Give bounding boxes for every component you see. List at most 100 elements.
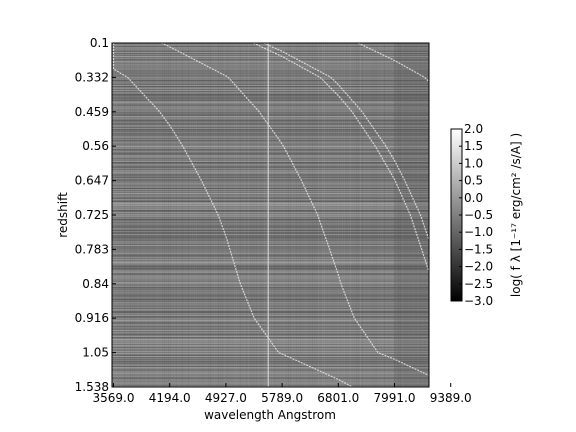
spectrum-row bbox=[112, 170, 429, 171]
noise-column bbox=[280, 43, 281, 387]
spectrum-row bbox=[112, 146, 429, 147]
noise-column bbox=[300, 43, 301, 387]
spectrum-row bbox=[112, 105, 429, 106]
noise-column bbox=[362, 43, 363, 387]
spectrum-row bbox=[112, 134, 429, 135]
spectrum-row bbox=[112, 221, 429, 222]
spectrum-row bbox=[112, 241, 429, 242]
noise-column bbox=[354, 43, 355, 387]
spectrum-row bbox=[112, 188, 429, 189]
noise-column bbox=[214, 43, 215, 387]
spectrum-row bbox=[112, 374, 429, 375]
spectrum-row bbox=[112, 107, 429, 108]
spectrum-row bbox=[112, 218, 429, 219]
noise-column bbox=[426, 43, 427, 387]
spectrum-row bbox=[112, 336, 429, 337]
spectrum-row bbox=[112, 232, 429, 233]
x-tick-label: 5789.0 bbox=[261, 391, 303, 405]
spectrum-row bbox=[112, 250, 429, 251]
spectrum-row bbox=[112, 316, 429, 317]
noise-column bbox=[266, 43, 267, 387]
spectrum-row bbox=[112, 280, 429, 281]
spectrum-row bbox=[112, 253, 429, 254]
spectrum-row bbox=[112, 122, 429, 123]
spectrum-row bbox=[112, 375, 429, 376]
spectrum-row bbox=[112, 200, 429, 201]
spectrum-row bbox=[112, 132, 429, 133]
spectrum-row bbox=[112, 137, 429, 138]
spectrum-row bbox=[112, 358, 429, 359]
noise-column bbox=[398, 43, 399, 387]
spectrum-row bbox=[112, 177, 429, 178]
noise-column bbox=[152, 43, 153, 387]
noise-column bbox=[234, 43, 235, 387]
spectrum-row bbox=[112, 178, 429, 179]
spectrum-row bbox=[112, 181, 429, 182]
noise-column bbox=[412, 43, 413, 387]
spectrum-row bbox=[112, 78, 429, 79]
noise-column bbox=[360, 43, 361, 387]
spectrum-row bbox=[112, 245, 429, 246]
spectrum-row bbox=[112, 231, 429, 232]
spectrum-row bbox=[112, 193, 429, 194]
noise-column bbox=[138, 43, 139, 387]
spectrum-row bbox=[112, 68, 429, 69]
spectrum-row bbox=[112, 145, 429, 146]
spectrum-row bbox=[112, 350, 429, 351]
colorbar-tick-label: −1.0 bbox=[464, 225, 493, 239]
spectrum-row bbox=[112, 217, 429, 218]
noise-column bbox=[346, 43, 347, 387]
spectrum-row bbox=[112, 314, 429, 315]
spectrum-row bbox=[112, 196, 429, 197]
spectrum-row bbox=[112, 277, 429, 278]
spectrum-row bbox=[112, 344, 429, 345]
spectrum-row bbox=[112, 116, 429, 117]
spectrum-row bbox=[112, 363, 429, 364]
spectrum-row bbox=[112, 220, 429, 221]
noise-column bbox=[134, 43, 135, 387]
spectrum-row bbox=[112, 147, 429, 148]
spectrum-row bbox=[112, 288, 429, 289]
spectrum-row bbox=[112, 121, 429, 122]
spectrum-row bbox=[112, 367, 429, 368]
spectrum-row bbox=[112, 269, 429, 270]
spectrum-row bbox=[112, 96, 429, 97]
noise-column bbox=[132, 43, 133, 387]
spectrum-row bbox=[112, 187, 429, 188]
spectrum-row bbox=[112, 368, 429, 369]
noise-column bbox=[184, 43, 185, 387]
spectrum-row bbox=[112, 278, 429, 279]
noise-column bbox=[344, 43, 345, 387]
noise-column bbox=[294, 43, 295, 387]
x-tick-label: 6801.0 bbox=[317, 391, 359, 405]
spectrum-row bbox=[112, 237, 429, 238]
spectrum-row bbox=[112, 103, 429, 104]
noise-column bbox=[212, 43, 213, 387]
noise-column bbox=[270, 43, 271, 387]
y-tick-label: 0.1 bbox=[90, 36, 109, 50]
noise-column bbox=[320, 43, 321, 387]
noise-column bbox=[290, 43, 291, 387]
y-axis: 0.1 0.332 0.459 0.56 0.647 0.725 0.783 0.84 0.91… bbox=[75, 36, 116, 394]
spectrum-row bbox=[112, 158, 429, 159]
spectrum-row bbox=[112, 154, 429, 155]
spectrum-row bbox=[112, 205, 429, 206]
spectrum-row bbox=[112, 204, 429, 205]
noise-column bbox=[172, 43, 173, 387]
noise-column bbox=[232, 43, 233, 387]
noise-column bbox=[124, 43, 125, 387]
spectrum-row bbox=[112, 327, 429, 328]
spectrum-row bbox=[112, 92, 429, 93]
spectrum-row bbox=[112, 115, 429, 116]
spectrum-row bbox=[112, 208, 429, 209]
spectrum-row bbox=[112, 356, 429, 357]
spectrum-row bbox=[112, 306, 429, 307]
spectrum-row bbox=[112, 125, 429, 126]
spectrum-row bbox=[112, 244, 429, 245]
colorbar-tick-label: −2.0 bbox=[464, 260, 493, 274]
spectrum-row bbox=[112, 89, 429, 90]
spectrum-row bbox=[112, 248, 429, 249]
noise-column bbox=[128, 43, 129, 387]
spectrum-row bbox=[112, 313, 429, 314]
